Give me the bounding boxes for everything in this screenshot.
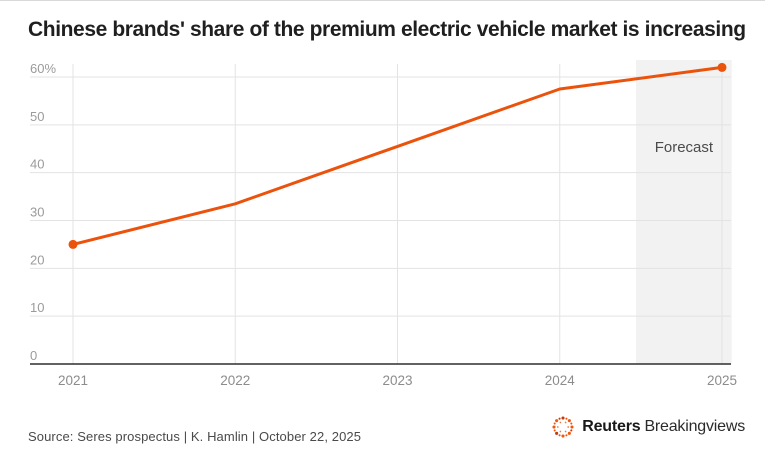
series-line (71, 65, 724, 246)
logo-dot (565, 430, 567, 433)
y-tick-label: 30 (30, 205, 44, 220)
x-tick-label: 2022 (220, 373, 250, 388)
top-border-rule (0, 0, 765, 1)
logo-dot (558, 417, 561, 420)
logo-dot (567, 426, 570, 428)
logo-dot (555, 431, 559, 435)
line-chart-canvas: 0 10 20 30 40 50 60% 2021 2022 2023 2024 2025 Foreca… (30, 60, 737, 388)
logo-dot (565, 434, 568, 437)
data-point-end (717, 62, 727, 72)
logo-dot (559, 421, 562, 424)
logo-dot (555, 419, 559, 423)
logo-dot (570, 429, 573, 432)
logo-brand-text: Reuters (582, 418, 641, 435)
logo-dot (565, 417, 568, 420)
logo-suffix-text: Breakingviews (644, 418, 745, 435)
x-tick-label: 2023 (382, 373, 412, 388)
logo-dot (557, 426, 559, 428)
forecast-label: Forecast (655, 139, 714, 156)
logo-dot (558, 434, 561, 437)
logo-dot (559, 430, 562, 433)
reuters-logo-icon (552, 416, 574, 438)
source-note: Source: Seres prospectus | K. Hamlin | O… (28, 429, 362, 444)
y-tick-label: 0 (30, 348, 37, 363)
logo-dot (570, 425, 574, 429)
logo-dot (568, 419, 572, 423)
y-tick-label: 60% (30, 61, 56, 76)
forecast-band (636, 60, 732, 364)
logo-dot (553, 422, 556, 425)
x-tick-label: 2025 (707, 373, 737, 388)
logo-dot (570, 422, 573, 425)
y-tick-label: 50 (30, 109, 44, 124)
logo-dot (553, 429, 556, 432)
line-chart: 0 10 20 30 40 50 60% 2021 2022 2023 2024 2025 Foreca… (0, 52, 765, 402)
logo-dot (561, 434, 565, 438)
chart-title: Chinese brands' share of the premium ele… (28, 18, 746, 41)
reuters-breakingviews-logo: Reuters Breakingviews (550, 414, 745, 440)
y-tick-label: 40 (30, 157, 44, 172)
x-tick-label: 2021 (58, 373, 88, 388)
y-tick-label: 10 (30, 300, 44, 315)
logo-dot (568, 431, 572, 435)
data-point-start (68, 239, 78, 249)
y-tick-label: 20 (30, 252, 44, 267)
x-tick-label: 2024 (545, 373, 576, 388)
logo-dot (565, 421, 567, 424)
logo-dot (561, 416, 565, 420)
logo-dot (552, 425, 556, 429)
